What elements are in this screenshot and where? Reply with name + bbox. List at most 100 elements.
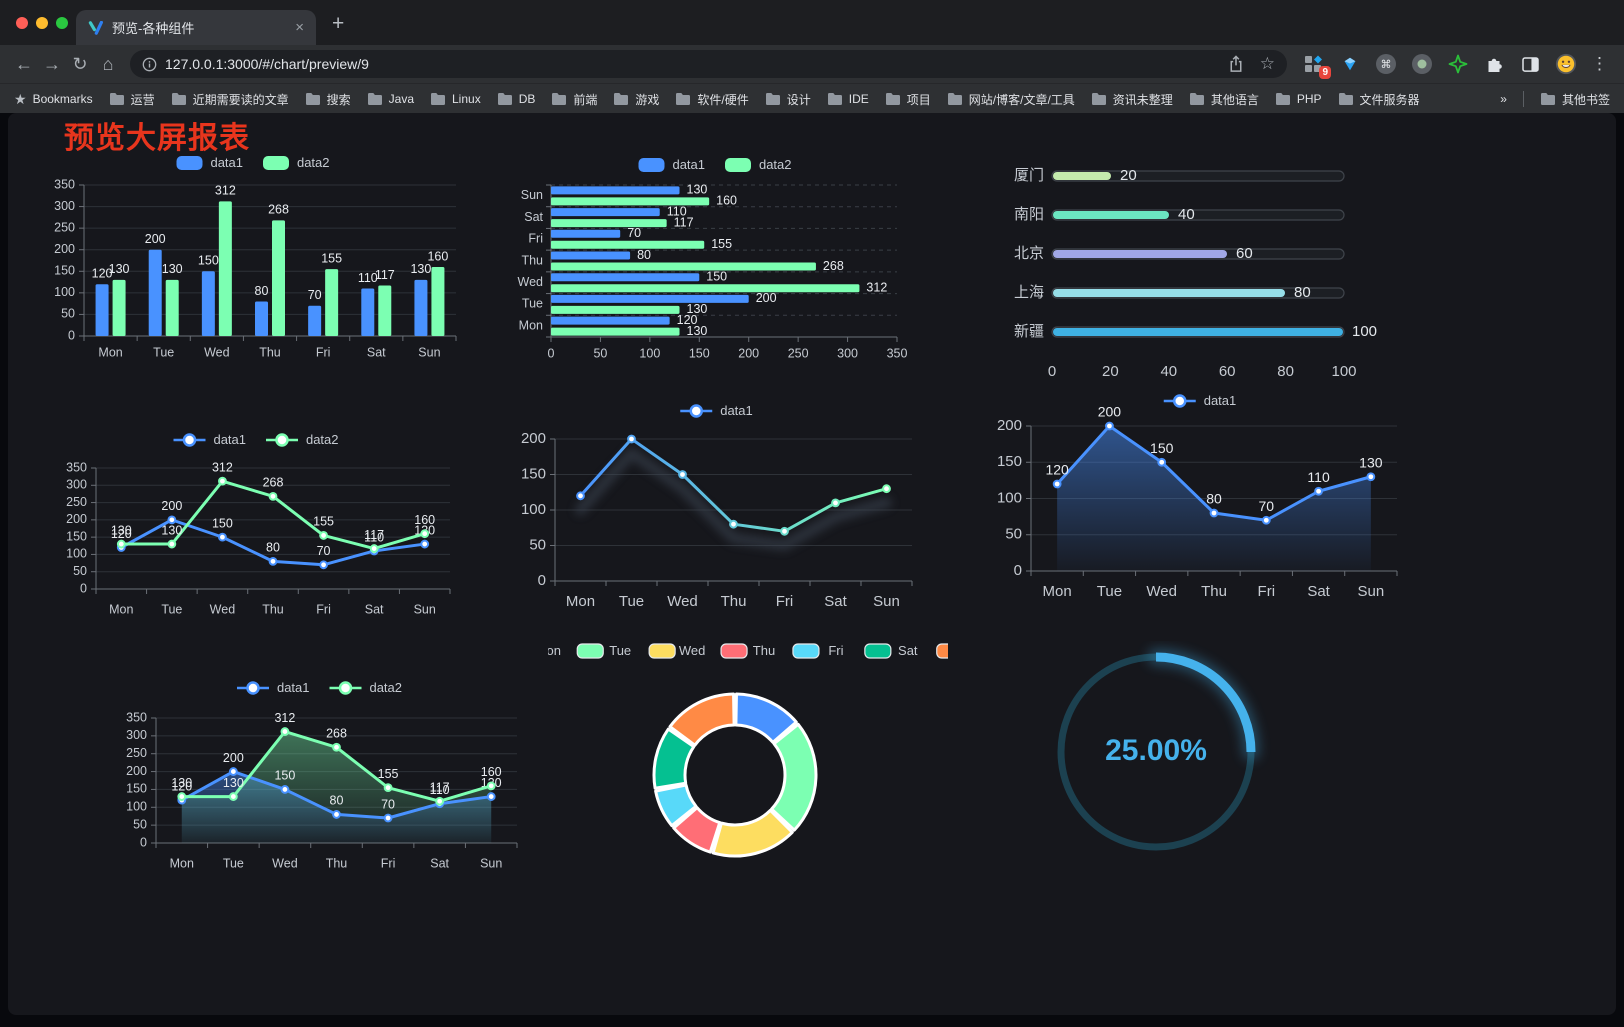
bookmark-item[interactable]: 运营 [109,91,155,108]
svg-text:110: 110 [358,271,378,285]
svg-text:Sun: Sun [414,602,436,616]
svg-text:110: 110 [430,783,450,797]
bookmark-item[interactable]: 文件服务器 [1338,91,1420,108]
svg-text:data1: data1 [210,155,243,170]
bookmark-item[interactable]: DB [497,92,535,106]
svg-text:130: 130 [1359,454,1383,470]
browser-menu-icon[interactable]: ⋮ [1591,54,1608,73]
bookmark-item[interactable]: IDE [827,92,869,106]
new-tab-button[interactable]: + [332,12,345,35]
gem-extension-icon[interactable] [1339,53,1361,75]
svg-text:300: 300 [66,478,87,492]
extension-badge: 9 [1319,66,1331,79]
address-bar[interactable]: 127.0.0.1:3000/#/chart/preview/9 ☆ [130,50,1287,78]
chart-line-two-area[interactable]: data1 data2 0 50 100 150 200 250 300 350 Mon Tue Wed… [108,676,533,900]
svg-text:Sat: Sat [824,593,847,610]
svg-text:350: 350 [66,460,87,474]
bookmark-label: 游戏 [635,92,660,107]
back-icon[interactable]: ← [15,53,33,74]
svg-text:130: 130 [161,523,182,537]
bookmark-label: PHP [1296,92,1322,106]
browser-tab[interactable]: 预览-各种组件 × [76,10,316,45]
svg-text:70: 70 [1258,498,1274,514]
bookmark-label: 资讯未整理 [1112,92,1173,107]
bookmark-item[interactable]: Java [367,92,414,106]
svg-text:80: 80 [255,284,269,298]
site-info-icon[interactable] [142,57,157,72]
svg-text:Sat: Sat [898,643,918,658]
svg-text:150: 150 [212,516,233,530]
bookmark-item[interactable]: » [1500,92,1507,106]
svg-text:130: 130 [171,776,192,790]
close-window-button[interactable] [16,17,28,29]
bookmark-label: 软件/硬件 [697,92,749,107]
url-text[interactable]: 127.0.0.1:3000/#/chart/preview/9 [165,56,369,72]
share-icon[interactable] [1228,55,1244,73]
bookmark-item[interactable]: ★ Bookmarks [14,91,93,108]
svg-text:200: 200 [145,232,166,246]
chart-line-area[interactable]: data1 0 50 100 150 200 Mon Tue Wed Thu Fri Sat Sun 12… [985,389,1417,611]
record-dot-extension-icon[interactable] [1411,53,1433,75]
bookmark-item[interactable]: 其他书签 [1540,91,1610,108]
svg-text:130: 130 [109,262,130,276]
bookmark-item[interactable]: 网站/博客/文章/工具 [947,91,1075,108]
bookmark-item[interactable]: 搜索 [305,91,351,108]
tabs-grid-extension-icon[interactable]: 9 [1303,53,1331,79]
bookmark-item[interactable]: 项目 [885,91,931,108]
svg-text:120: 120 [171,779,192,793]
svg-text:Fri: Fri [776,593,794,610]
svg-text:130: 130 [687,302,708,316]
svg-text:Wed: Wed [204,345,230,359]
chart-line-gradient[interactable]: data1 0 50 100 150 200 Mon Tue Wed Thu Fri Sat Sun [505,399,930,621]
minimize-window-button[interactable] [36,17,48,29]
folder-icon [676,93,691,105]
bookmark-item[interactable]: 软件/硬件 [675,91,749,108]
chart-line-two-series[interactable]: data1 data2 0 50 100 150 200 250 300 350 Mon Tue Wed… [48,428,466,644]
svg-text:312: 312 [212,460,233,474]
svg-text:Wed: Wed [518,275,544,289]
bookmark-item[interactable]: 设计 [765,91,811,108]
folder-icon [1275,93,1290,105]
svg-text:data2: data2 [297,155,330,170]
svg-text:312: 312 [866,281,887,295]
svg-text:150: 150 [198,254,219,268]
svg-text:data1: data1 [277,680,310,695]
bookmark-item[interactable]: 资讯未整理 [1091,91,1173,108]
tab-close-icon[interactable]: × [295,19,304,36]
svg-text:150: 150 [54,264,75,278]
emoji-avatar-icon[interactable] [1555,53,1577,75]
chart-progress-bars[interactable]: 厦门 20 南阳 40 北京 60 上海 80 新疆 100 0 20 40 60 80 100 [988,158,1418,384]
bookmark-item[interactable]: Linux [430,92,481,106]
reload-icon[interactable]: ↻ [72,53,88,74]
svg-text:120: 120 [111,527,132,541]
folder-icon [171,93,186,105]
bookmark-label: » [1500,92,1507,106]
svg-text:200: 200 [161,499,182,513]
svg-text:0: 0 [548,346,555,360]
svg-text:data1: data1 [720,403,753,418]
fullscreen-window-button[interactable] [56,17,68,29]
svg-text:20: 20 [1102,363,1119,380]
svg-text:Tue: Tue [522,297,543,311]
bookmark-item[interactable]: 其他语言 [1189,91,1259,108]
svg-text:155: 155 [321,251,342,265]
bookmark-item[interactable]: 游戏 [613,91,659,108]
puzzle-extensions-icon[interactable] [1483,53,1505,75]
chart-horizontal-bar[interactable]: data1 data2 0 50 100 150 200 250 300 350 Sun 130 160… [505,153,927,369]
command-extension-icon[interactable]: ⌘ [1375,53,1397,75]
svg-text:80: 80 [1206,491,1222,507]
bookmark-star-icon[interactable]: ☆ [1259,54,1275,73]
bookmark-item[interactable]: 前端 [551,91,597,108]
svg-text:Thu: Thu [262,602,284,616]
chart-gauge-percent[interactable]: 25.00% [1038,641,1288,881]
folder-icon [1338,93,1353,105]
svg-text:Mon: Mon [1043,583,1072,600]
split-view-icon[interactable] [1519,53,1541,75]
forward-icon[interactable]: → [43,53,61,74]
bookmark-item[interactable]: 近期需要读的文章 [171,91,289,108]
green-star-extension-icon[interactable] [1447,53,1469,75]
bookmark-item[interactable]: PHP [1275,92,1322,106]
home-icon[interactable]: ⌂ [102,53,114,74]
chart-grouped-bar[interactable]: data1 data2 0 50 100 150 200 250 300 350 Mon Tue Wed… [38,151,470,363]
